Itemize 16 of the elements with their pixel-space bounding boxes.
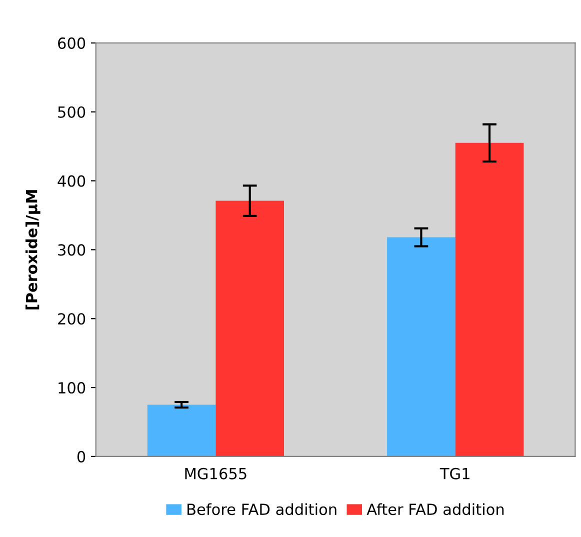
- y-tick-label: 300: [58, 244, 86, 256]
- legend-label: Before FAD addition: [188, 503, 336, 516]
- bar: [216, 200, 284, 456]
- bar: [387, 237, 456, 456]
- y-tick-label: 600: [58, 37, 86, 49]
- y-tick-label: 400: [58, 175, 86, 187]
- x-tick-label: MG1655: [185, 468, 246, 480]
- y-tick-label: 200: [58, 313, 86, 325]
- legend-label: After FAD addition: [366, 503, 504, 516]
- bar: [147, 404, 216, 456]
- y-tick-label: 500: [58, 106, 86, 118]
- x-tick-label: TG1: [440, 468, 470, 480]
- bar: [455, 142, 524, 456]
- y-tick-label: 100: [58, 382, 86, 394]
- y-axis-title: [Peroxide]/μM: [26, 190, 40, 310]
- y-tick-label: 0: [77, 450, 86, 462]
